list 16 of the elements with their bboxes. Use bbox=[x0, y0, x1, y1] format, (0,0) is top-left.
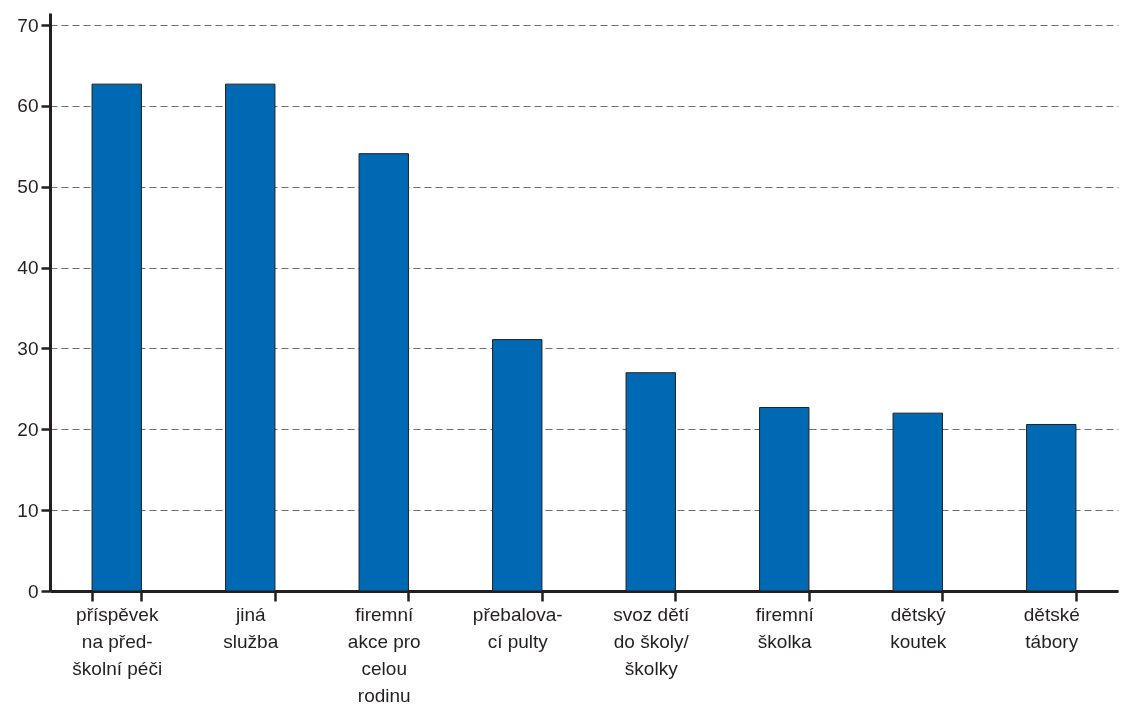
y-tick-label: 40 bbox=[17, 257, 39, 279]
y-tick-label: 0 bbox=[27, 580, 39, 602]
x-tick-label: firemní školka bbox=[755, 603, 815, 652]
y-tick-label: 70 bbox=[17, 14, 39, 36]
x-tick-label: jiná služba bbox=[223, 603, 279, 652]
x-tick-label: firemní akce pro celou rodinu bbox=[347, 603, 421, 705]
y-tick-label: 50 bbox=[17, 176, 39, 198]
x-tick-label: dětské tábory bbox=[1023, 603, 1080, 652]
x-tick-label: dětský koutek bbox=[890, 603, 947, 652]
y-tick-label: 10 bbox=[17, 499, 39, 521]
y-tick-label: 30 bbox=[17, 337, 39, 359]
x-tick-label: příspěvek na před- školní péči bbox=[72, 603, 163, 679]
x-tick-label: svoz dětí do školy/ školky bbox=[613, 603, 690, 679]
x-tick-label: přebalova- cí pulty bbox=[472, 603, 563, 652]
y-tick-label: 20 bbox=[17, 418, 39, 440]
y-tick-label: 60 bbox=[17, 95, 39, 117]
